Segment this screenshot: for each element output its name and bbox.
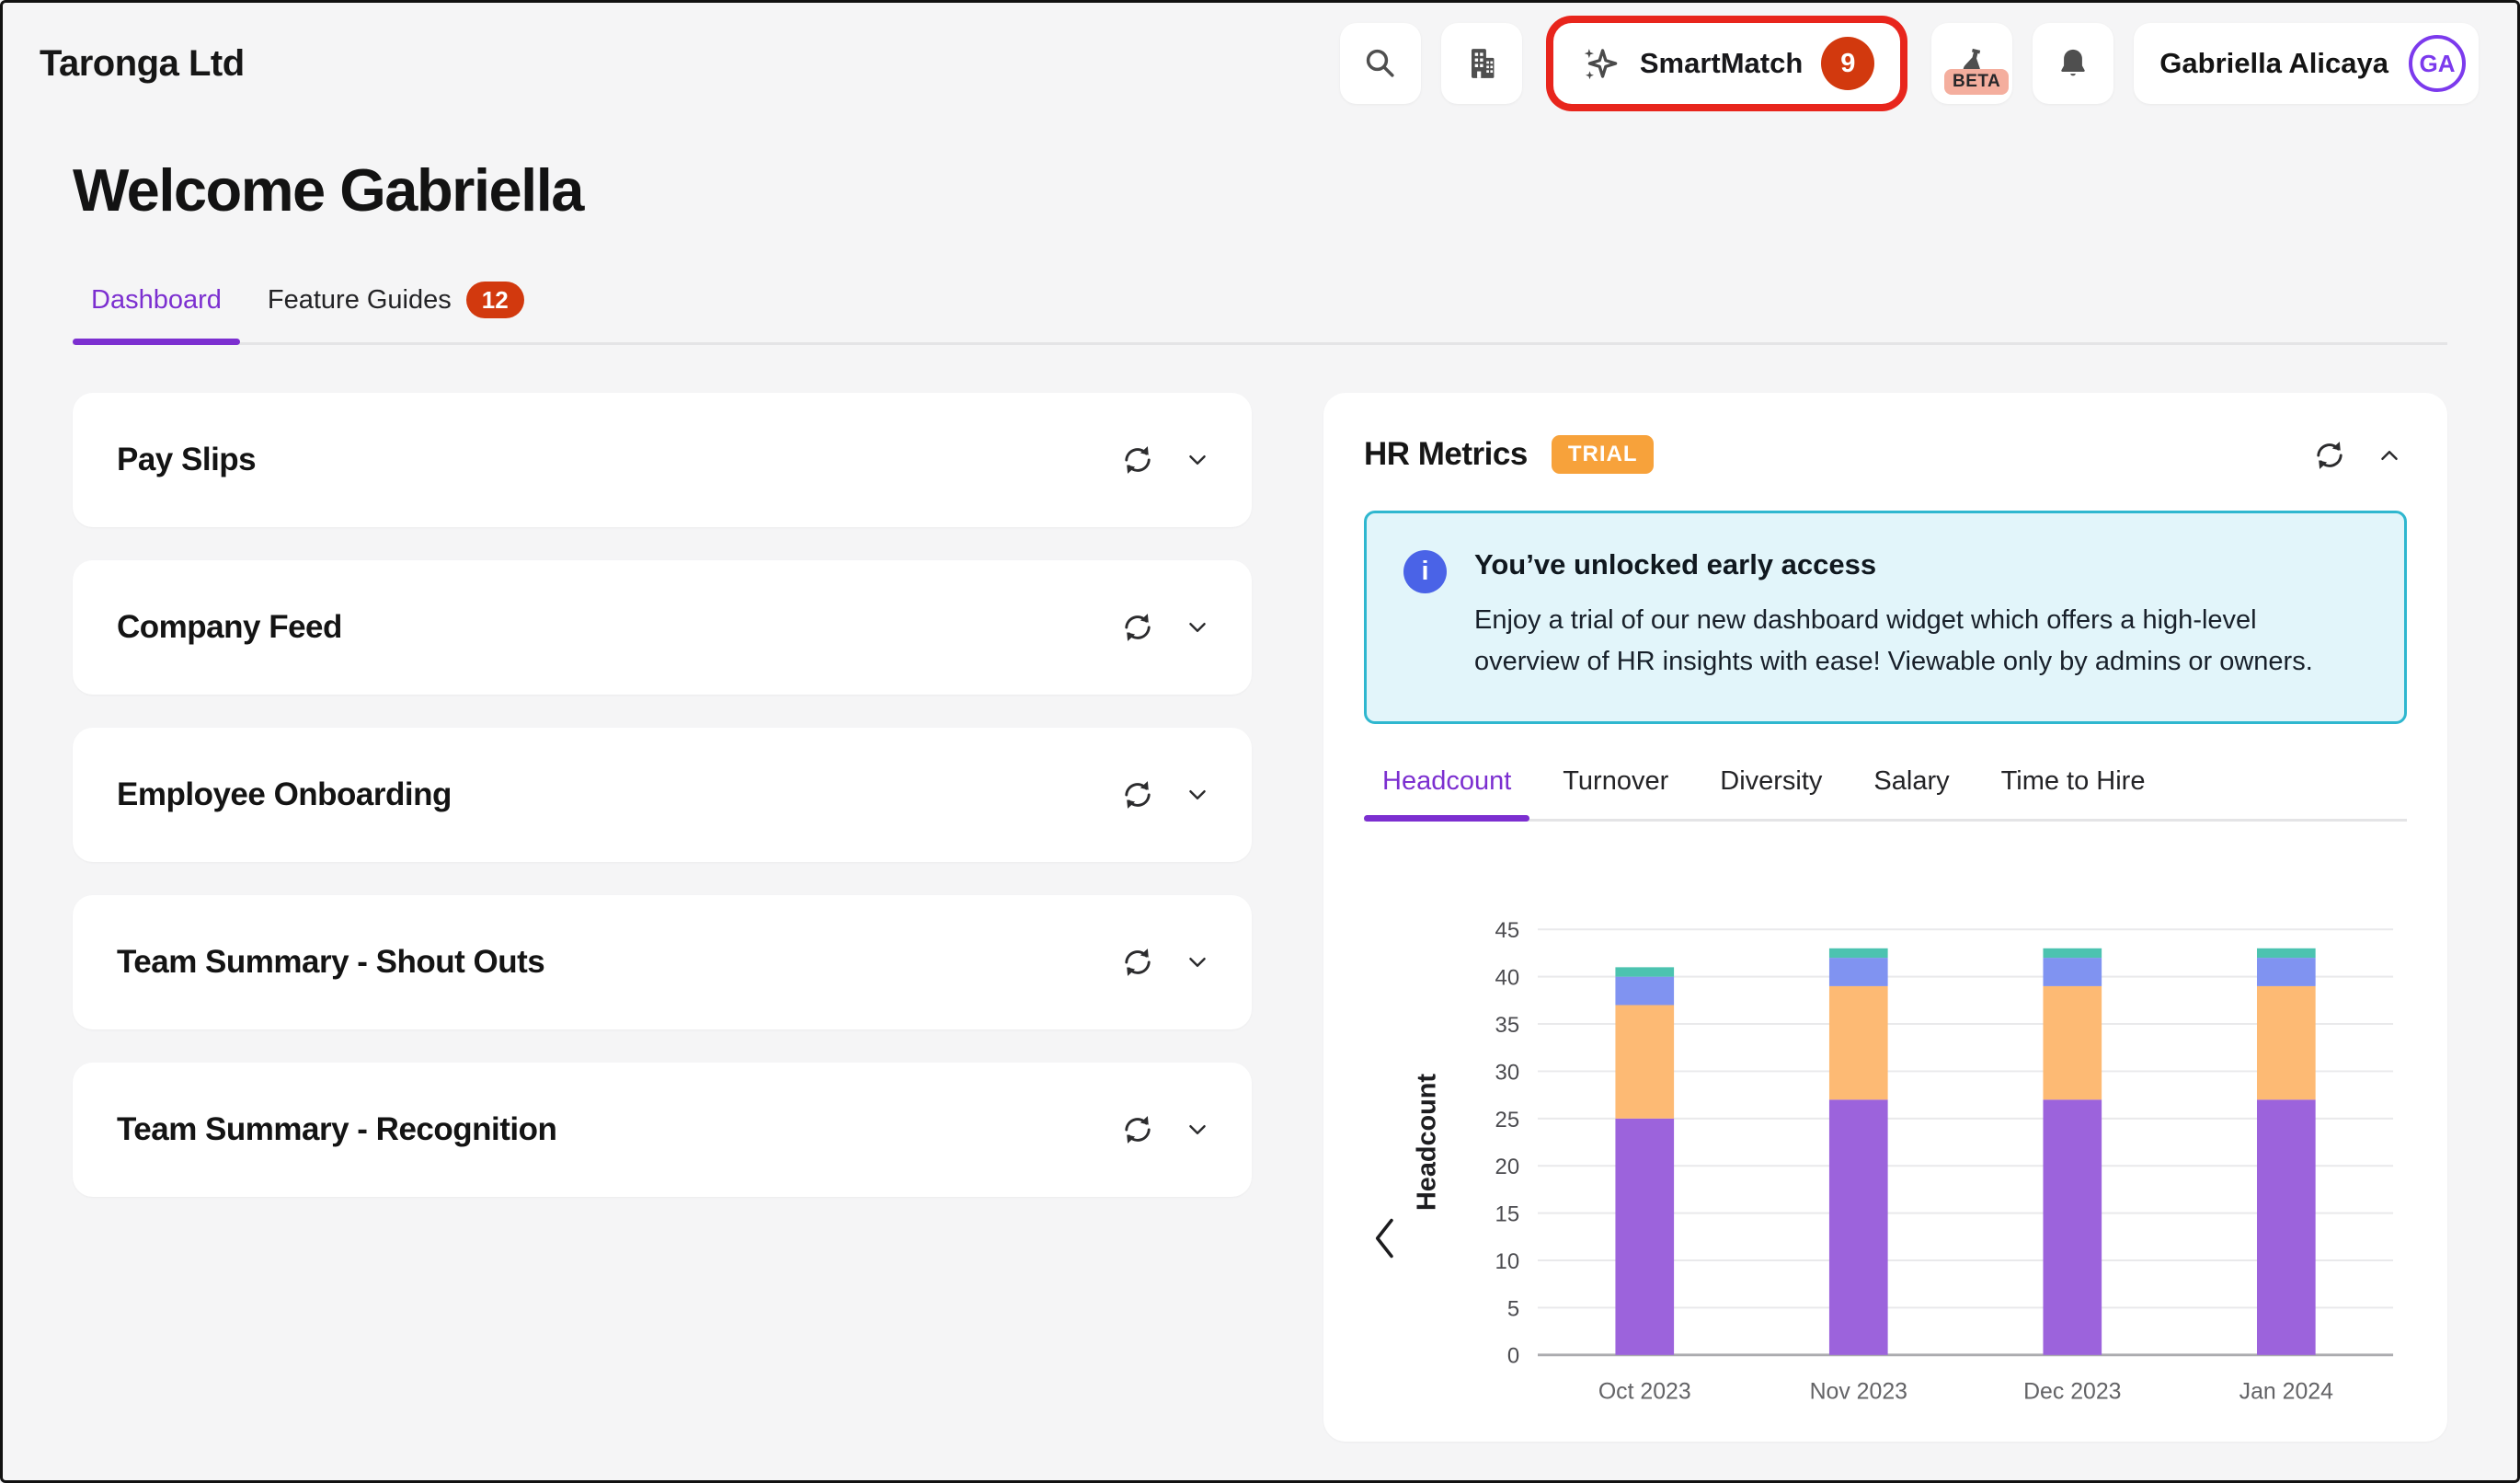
refresh-icon xyxy=(1125,1116,1151,1144)
expand-button[interactable] xyxy=(1180,443,1215,477)
chevron-left-icon xyxy=(1375,1218,1393,1259)
refresh-button[interactable] xyxy=(1117,942,1158,983)
tab-headcount[interactable]: Headcount xyxy=(1364,766,1530,822)
widget-card-shout-outs: Team Summary - Shout Outs xyxy=(73,895,1252,1029)
page-title: Welcome Gabriella xyxy=(73,156,584,224)
main-content: Welcome Gabriella Dashboard Feature Guid… xyxy=(3,155,2517,1442)
user-avatar: GA xyxy=(2409,35,2466,92)
tab-feature-guides-label: Feature Guides xyxy=(267,284,452,315)
refresh-icon xyxy=(1125,781,1151,809)
tab-time-to-hire[interactable]: Time to Hire xyxy=(1983,766,2164,819)
refresh-button[interactable] xyxy=(2309,435,2350,476)
svg-text:25: 25 xyxy=(1495,1108,1520,1132)
search-button[interactable] xyxy=(1339,23,1421,104)
svg-text:0: 0 xyxy=(1507,1344,1519,1369)
expand-button[interactable] xyxy=(1180,945,1215,980)
svg-text:5: 5 xyxy=(1507,1296,1519,1321)
refresh-icon xyxy=(1125,614,1151,641)
chevron-down-icon xyxy=(1189,1124,1206,1135)
early-access-banner: i You’ve unlocked early access Enjoy a t… xyxy=(1364,511,2407,724)
svg-text:Dec 2023: Dec 2023 xyxy=(2023,1378,2121,1404)
refresh-button[interactable] xyxy=(1117,607,1158,648)
chevron-up-icon xyxy=(2381,450,2398,461)
svg-text:45: 45 xyxy=(1495,918,1520,943)
dashboard-columns: Pay Slips xyxy=(73,393,2447,1442)
info-icon: i xyxy=(1403,550,1447,593)
smartmatch-button[interactable]: SmartMatch 9 xyxy=(1552,23,1901,104)
expand-button[interactable] xyxy=(1180,1112,1215,1147)
chevron-down-icon xyxy=(1189,957,1206,968)
chart-previous-button[interactable] xyxy=(1366,1212,1404,1268)
buildings-icon xyxy=(1471,49,1495,78)
svg-text:40: 40 xyxy=(1495,965,1520,990)
refresh-button[interactable] xyxy=(1117,440,1158,480)
feature-guides-count-badge: 12 xyxy=(465,282,524,318)
svg-text:Nov 2023: Nov 2023 xyxy=(1810,1378,1907,1404)
company-name: Taronga Ltd xyxy=(40,42,245,84)
tab-feature-guides[interactable]: Feature Guides 12 xyxy=(249,282,543,342)
smartmatch-label: SmartMatch xyxy=(1639,47,1804,79)
svg-text:Headcount: Headcount xyxy=(1413,1074,1442,1211)
svg-text:10: 10 xyxy=(1495,1249,1520,1274)
banner-body: Enjoy a trial of our new dashboard widge… xyxy=(1474,605,2313,676)
widget-title: Team Summary - Shout Outs xyxy=(117,944,545,980)
beta-labs-button[interactable]: BETA xyxy=(1931,23,2013,104)
refresh-icon xyxy=(1125,948,1151,976)
collapse-button[interactable] xyxy=(2372,438,2407,473)
refresh-button[interactable] xyxy=(1117,1109,1158,1150)
svg-text:Oct 2023: Oct 2023 xyxy=(1598,1378,1691,1404)
headcount-chart-area: 0 5 10 15 20 25 30 35 40 45 Oct 2023 Nov 2023 Dec 20… xyxy=(1364,853,2407,1442)
smartmatch-count-badge: 9 xyxy=(1821,37,1875,90)
trial-badge: TRIAL xyxy=(1551,435,1655,474)
organisation-button[interactable] xyxy=(1440,23,1522,104)
widget-title: Employee Onboarding xyxy=(117,776,452,812)
expand-button[interactable] xyxy=(1180,777,1215,812)
top-bar: Taronga Ltd xyxy=(3,3,2517,115)
widget-card-recognition: Team Summary - Recognition xyxy=(73,1063,1252,1197)
widget-title: Team Summary - Recognition xyxy=(117,1111,557,1147)
tab-dashboard-label: Dashboard xyxy=(91,284,222,315)
search-icon xyxy=(1366,49,1394,77)
svg-text:30: 30 xyxy=(1495,1060,1520,1085)
refresh-icon xyxy=(2317,442,2342,469)
tab-turnover[interactable]: Turnover xyxy=(1544,766,1687,819)
hr-metrics-title: HR Metrics xyxy=(1364,436,1528,472)
bell-icon xyxy=(2061,49,2086,76)
refresh-button[interactable] xyxy=(1117,775,1158,815)
tab-dashboard[interactable]: Dashboard xyxy=(73,282,240,345)
svg-text:20: 20 xyxy=(1495,1155,1520,1179)
sparkle-icon xyxy=(1584,49,1618,80)
refresh-icon xyxy=(1125,446,1151,474)
expand-button[interactable] xyxy=(1180,610,1215,645)
hr-metrics-card: HR Metrics TRIAL xyxy=(1323,393,2447,1442)
top-bar-actions: SmartMatch 9 BETA Gabriella Alicaya GA xyxy=(1339,23,2479,104)
headcount-chart: 0 5 10 15 20 25 30 35 40 45 Oct 2023 Nov 2023 Dec 20… xyxy=(1413,918,2394,1404)
user-menu-button[interactable]: Gabriella Alicaya GA xyxy=(2134,23,2479,104)
svg-text:Jan 2024: Jan 2024 xyxy=(2239,1378,2333,1404)
widget-title: Company Feed xyxy=(117,609,342,645)
tab-salary[interactable]: Salary xyxy=(1855,766,1967,819)
svg-text:35: 35 xyxy=(1495,1013,1520,1038)
chevron-down-icon xyxy=(1189,454,1206,466)
tab-diversity[interactable]: Diversity xyxy=(1701,766,1840,819)
chevron-down-icon xyxy=(1189,789,1206,800)
widget-card-pay-slips: Pay Slips xyxy=(73,393,1252,527)
widget-card-company-feed: Company Feed xyxy=(73,560,1252,695)
widget-card-employee-onboarding: Employee Onboarding xyxy=(73,728,1252,862)
hr-metrics-tabs: Headcount Turnover Diversity Salary Time… xyxy=(1364,766,2407,822)
banner-title: You’ve unlocked early access xyxy=(1474,548,1877,581)
svg-text:15: 15 xyxy=(1495,1201,1520,1226)
widget-list: Pay Slips xyxy=(73,393,1252,1197)
chevron-down-icon xyxy=(1189,622,1206,633)
page-tabs: Dashboard Feature Guides 12 xyxy=(73,282,2447,345)
beta-badge: BETA xyxy=(1943,69,2010,95)
user-name: Gabriella Alicaya xyxy=(2159,47,2388,79)
widget-title: Pay Slips xyxy=(117,442,257,477)
notifications-button[interactable] xyxy=(2033,23,2114,104)
